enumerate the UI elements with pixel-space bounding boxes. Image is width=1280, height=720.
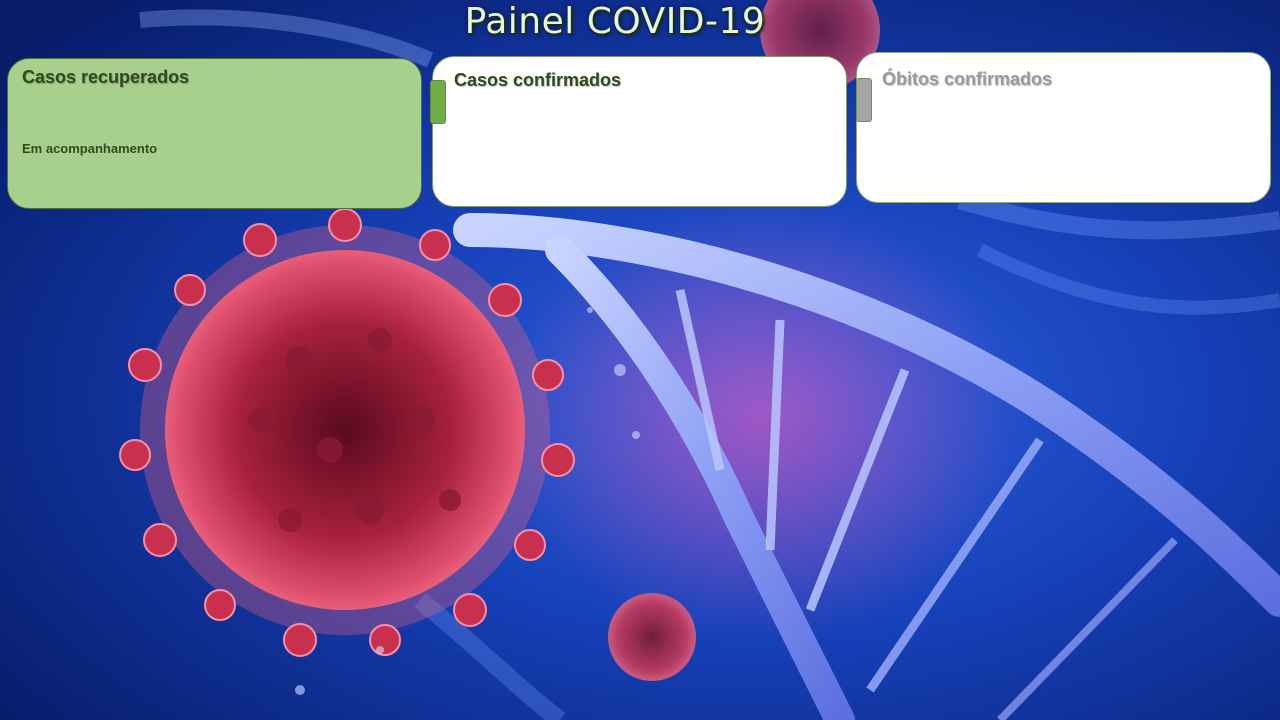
confirmed-deaths-card: Óbitos confirmados <box>856 52 1271 203</box>
recovered-cases-title: Casos recuperados <box>22 67 190 87</box>
recovered-cases-card: Casos recuperados Em acompanhamento <box>7 58 422 209</box>
confirmed-cases-title: Casos confirmados <box>454 70 622 90</box>
confirmed-cases-card: Casos confirmados <box>432 56 847 207</box>
under-monitoring-label: Em acompanhamento <box>22 141 158 156</box>
confirmed-deaths-marker <box>856 78 872 122</box>
page-title: Painel COVID-19 <box>464 1 766 42</box>
confirmed-deaths-title: Óbitos confirmados <box>882 69 1053 89</box>
confirmed-cases-marker <box>430 80 446 124</box>
